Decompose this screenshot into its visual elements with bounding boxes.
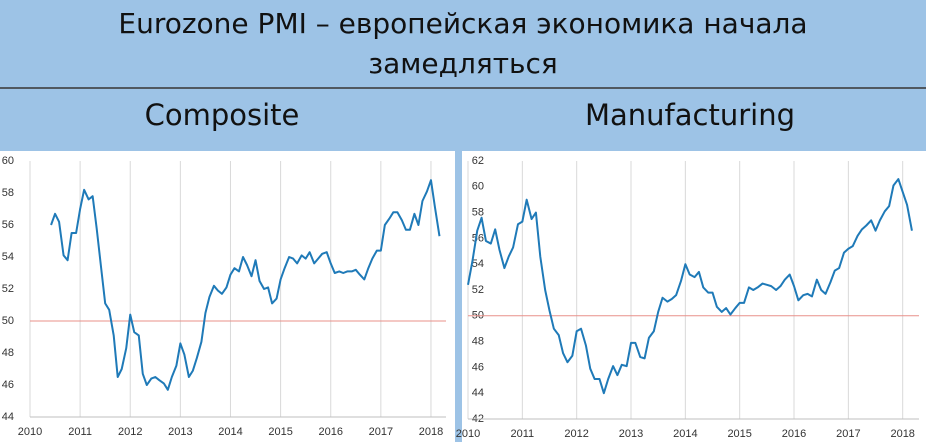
y-tick-label: 52 xyxy=(472,284,484,296)
x-tick-label: 2018 xyxy=(890,428,914,440)
x-tick-label: 2018 xyxy=(419,426,443,438)
y-tick-label: 44 xyxy=(472,387,484,399)
y-tick-label: 58 xyxy=(2,187,14,199)
y-tick-label: 58 xyxy=(472,207,484,219)
x-tick-label: 2013 xyxy=(619,428,643,440)
x-tick-label: 2012 xyxy=(564,428,588,440)
title-banner: Eurozone PMI – европейская экономика нач… xyxy=(0,0,926,89)
y-tick-label: 50 xyxy=(2,315,14,327)
line-series xyxy=(50,179,441,391)
x-tick-label: 2017 xyxy=(836,428,860,440)
x-tick-label: 2015 xyxy=(727,428,751,440)
x-tick-label: 2014 xyxy=(673,428,697,440)
x-tick-label: 2016 xyxy=(318,426,342,438)
line-series xyxy=(467,178,913,395)
y-tick-label: 48 xyxy=(2,347,14,359)
y-tick-label: 52 xyxy=(2,283,14,295)
y-tick-label: 44 xyxy=(2,411,14,423)
x-tick-label: 2010 xyxy=(18,426,42,438)
y-tick-label: 48 xyxy=(472,336,484,348)
x-tick-label: 2011 xyxy=(68,426,92,438)
y-tick-label: 62 xyxy=(472,155,484,167)
x-tick-label: 2010 xyxy=(456,428,480,440)
x-tick-label: 2014 xyxy=(218,426,242,438)
plot-background xyxy=(462,151,926,442)
y-tick-label: 46 xyxy=(472,361,484,373)
y-tick-label: 56 xyxy=(2,219,14,231)
chart-title: Manufacturing xyxy=(585,98,795,132)
y-tick-label: 56 xyxy=(472,232,484,244)
chart-title: Composite xyxy=(144,98,300,132)
x-tick-label: 2012 xyxy=(118,426,142,438)
x-tick-label: 2015 xyxy=(268,426,292,438)
y-tick-label: 54 xyxy=(2,251,14,263)
x-tick-label: 2016 xyxy=(782,428,806,440)
y-tick-label: 46 xyxy=(2,379,14,391)
x-tick-label: 2013 xyxy=(168,426,192,438)
plot-background xyxy=(0,151,455,442)
y-tick-label: 60 xyxy=(2,155,14,167)
y-tick-label: 60 xyxy=(472,181,484,193)
y-tick-label: 54 xyxy=(472,258,484,270)
x-tick-label: 2017 xyxy=(369,426,393,438)
x-tick-label: 2011 xyxy=(511,428,535,440)
title: Eurozone PMI – европейская экономика нач… xyxy=(118,6,808,80)
